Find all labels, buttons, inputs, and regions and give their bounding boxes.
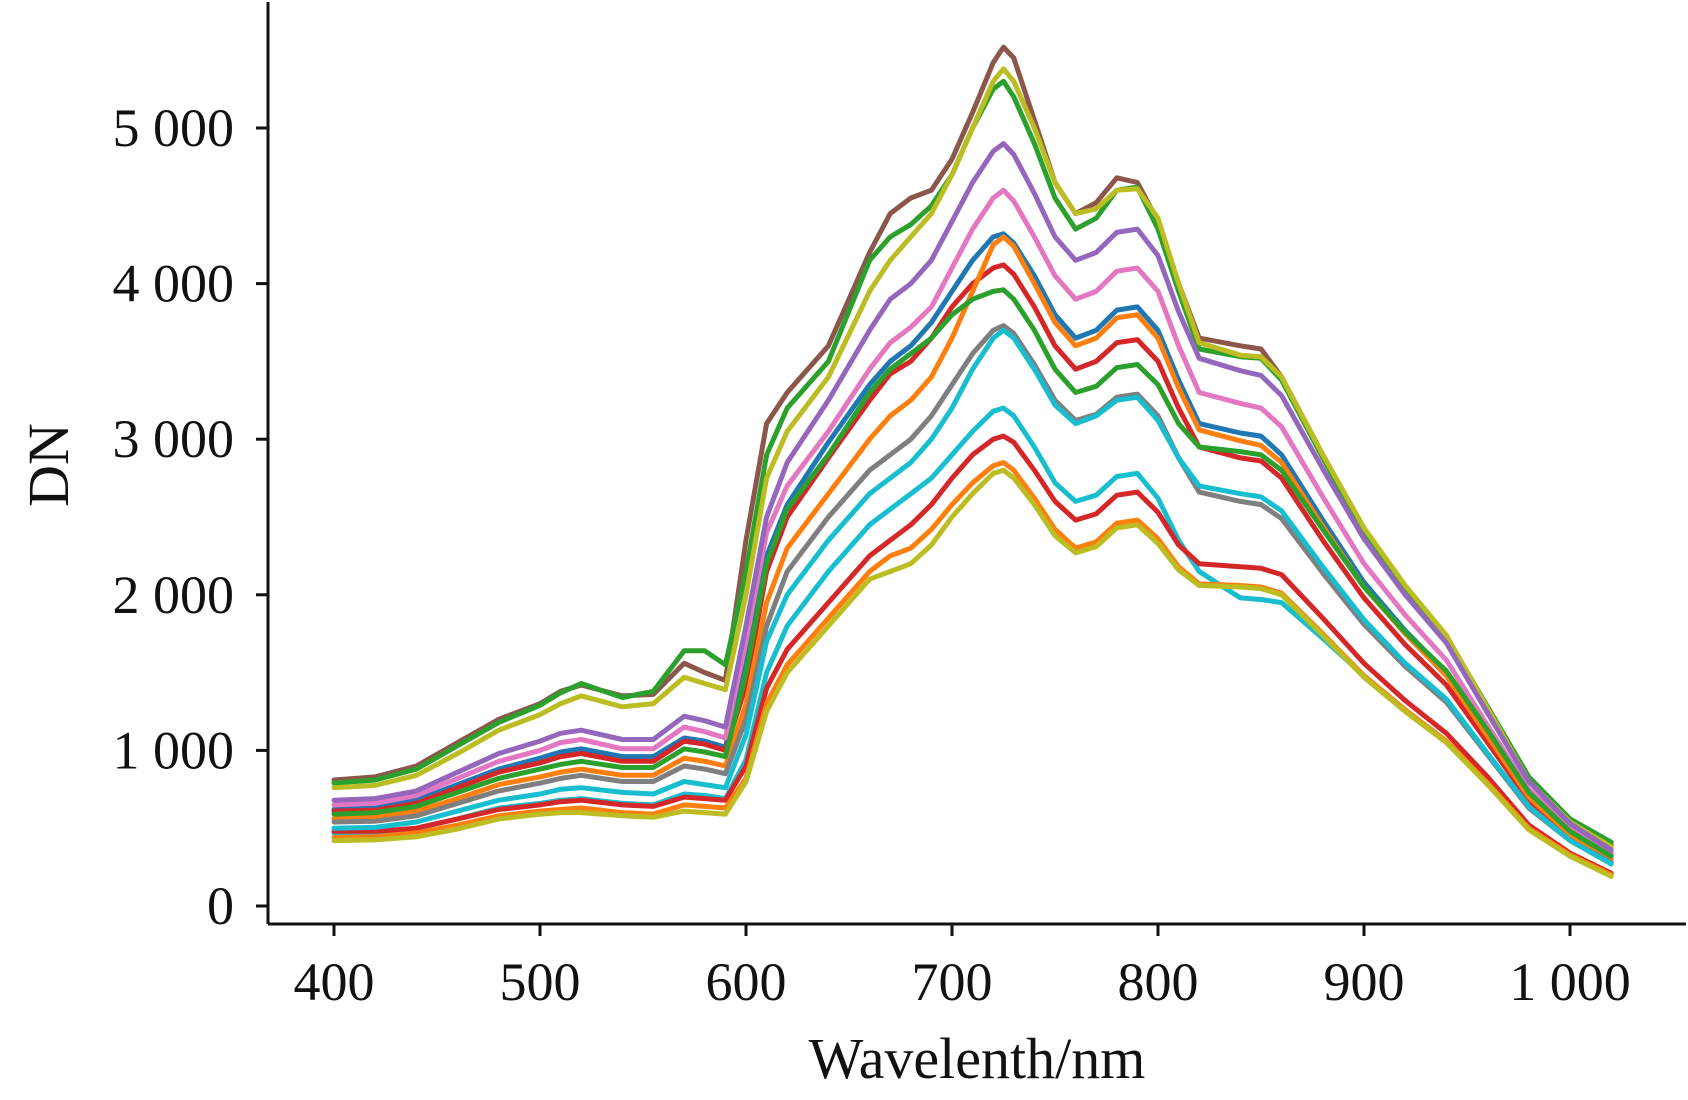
y-axis-label: DN [16, 423, 81, 507]
y-tick-label: 3 000 [113, 409, 235, 469]
x-tick-label: 700 [912, 952, 993, 1012]
series-line-7 [331, 234, 1614, 862]
x-tick-label: 400 [294, 952, 375, 1012]
series-line-15 [331, 287, 1614, 859]
x-tick-label: 600 [706, 952, 787, 1012]
series-line-3 [331, 66, 1614, 850]
series-line-6 [331, 187, 1614, 856]
axes [266, 2, 1686, 926]
x-tick-label: 1 000 [1509, 952, 1631, 1012]
series-line-9 [331, 323, 1614, 865]
series-line-8 [331, 141, 1614, 853]
ticks: 400 500 600 700 800 900 1 000 0 1 000 2 000 3 000 4… [113, 98, 1631, 1012]
series-line-1 [331, 44, 1614, 848]
series-line-14 [331, 327, 1614, 867]
x-tick-label: 500 [500, 952, 581, 1012]
x-tick-label: 900 [1324, 952, 1405, 1012]
series-line-13 [331, 467, 1614, 879]
x-axis-label: Wavelenth/nm [809, 1026, 1146, 1091]
y-tick-label: 0 [207, 876, 234, 936]
series-layer [331, 44, 1614, 879]
series-line-2 [331, 78, 1614, 845]
x-tick-label: 800 [1118, 952, 1199, 1012]
y-tick-label: 5 000 [113, 98, 235, 158]
series-line-12 [331, 460, 1614, 878]
y-tick-label: 4 000 [113, 254, 235, 314]
y-tick-label: 2 000 [113, 565, 235, 625]
series-line-11 [331, 433, 1614, 876]
series-line-5 [331, 262, 1614, 862]
series-line-4 [331, 231, 1614, 858]
y-tick-label: 1 000 [113, 720, 235, 780]
